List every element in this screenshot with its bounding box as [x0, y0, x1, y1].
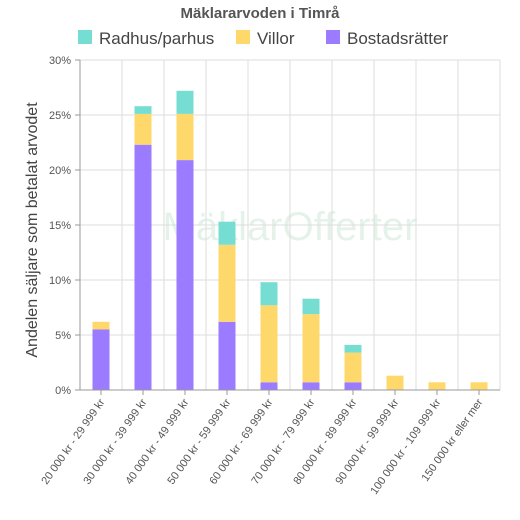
y-tick-label: 0% [55, 385, 71, 397]
bar-segment[interactable] [260, 382, 278, 390]
bar-segment[interactable] [176, 160, 194, 390]
y-tick-label: 5% [55, 330, 71, 342]
legend-swatch[interactable] [78, 30, 92, 44]
bar-segment[interactable] [260, 305, 278, 383]
legend-label[interactable]: Bostadsrätter [347, 29, 448, 48]
bar-segment[interactable] [218, 244, 236, 322]
y-tick-labels: 0% 5% 10% 15% 20% 25% 30% [49, 55, 71, 397]
bar-segment[interactable] [134, 113, 152, 145]
bar-segment[interactable] [218, 321, 236, 390]
bar-segment[interactable] [302, 298, 320, 315]
y-axis-label: Andelen säljare som betalat arvodet [24, 102, 41, 358]
bar-segment[interactable] [344, 344, 362, 353]
axes [79, 60, 500, 395]
bar-segment[interactable] [92, 329, 110, 391]
chart-title: Mäklararvoden i Timrå [181, 5, 341, 22]
bar-segment[interactable] [302, 314, 320, 383]
bar-segment[interactable] [344, 352, 362, 383]
bar-segment[interactable] [344, 382, 362, 390]
x-tick-label: 100 000 kr - 109 999 kr [368, 397, 443, 497]
legend-label[interactable]: Villor [257, 29, 295, 48]
y-tick-label: 10% [49, 275, 71, 287]
bars [92, 90, 488, 391]
legend-swatch[interactable] [236, 30, 250, 44]
bar-segment[interactable] [470, 382, 488, 390]
bar-segment[interactable] [218, 221, 236, 245]
bar-segment[interactable] [386, 375, 404, 390]
bar-segment[interactable] [176, 90, 194, 114]
bar-segment[interactable] [92, 321, 110, 330]
legend-label[interactable]: Radhus/parhus [99, 29, 214, 48]
y-tick-label: 25% [49, 110, 71, 122]
legend: Radhus/parhus Villor Bostadsrätter [78, 29, 448, 48]
bar-segment[interactable] [134, 106, 152, 114]
y-tick-label: 15% [49, 220, 71, 232]
y-tick-label: 30% [49, 55, 71, 67]
bar-segment[interactable] [260, 282, 278, 306]
bar-segment[interactable] [134, 144, 152, 390]
y-tick-label: 20% [49, 165, 71, 177]
bar-segment[interactable] [176, 113, 194, 161]
bar-segment[interactable] [428, 382, 446, 390]
bar-segment[interactable] [302, 382, 320, 390]
legend-swatch[interactable] [326, 30, 340, 44]
